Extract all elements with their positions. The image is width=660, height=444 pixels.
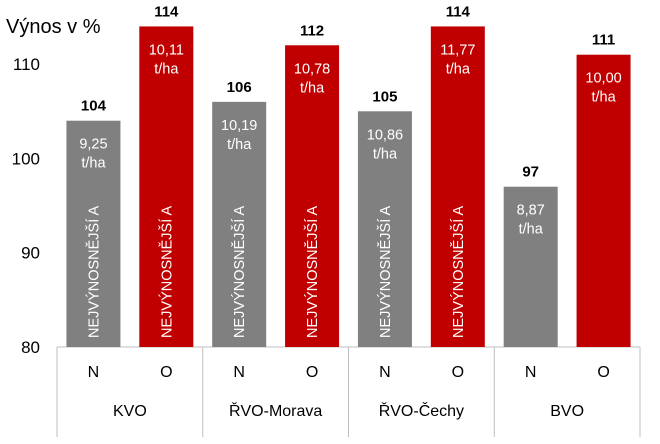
y-tick-label: 100 [12,149,40,168]
x-category-label: N [379,364,391,381]
y-axis-label: Výnos v % [6,16,101,38]
bar-yield-label: 10,86 [367,127,403,143]
bar-vertical-label: NEJVÝNOSNĚJŠÍ A [158,206,175,338]
bar-yield-unit: t/ha [446,61,471,77]
bar-vertical-label: NEJVÝNOSNĚJŠÍ A [450,206,467,338]
x-group-label: ŘVO-Morava [229,401,322,420]
x-category-label: N [88,364,100,381]
bar-yield-unit: t/ha [300,80,325,96]
x-category-label: O [306,364,318,381]
bar-yield-unit: t/ha [227,137,252,153]
bar-value-label: 111 [592,32,615,49]
x-category-label: O [597,364,609,381]
y-tick-label: 80 [21,338,40,357]
bar-vertical-label: NEJVÝNOSNĚJŠÍ A [377,206,394,338]
bar-vertical-label: NEJVÝNOSNĚJŠÍ A [304,206,321,338]
x-category-label: O [452,364,464,381]
bar-value-label: 114 [154,3,179,20]
x-group-label: BVO [550,403,584,420]
x-category-label: N [233,364,245,381]
bar-yield-label: 11,77 [440,42,475,58]
x-category-label: O [160,364,172,381]
bar-yield-label: 10,19 [221,118,257,134]
bar-yield-label: 10,11 [149,42,184,58]
bar-value-label: 106 [227,79,252,96]
bar-vertical-label: NEJVÝNOSNĚJŠÍ A [85,206,102,338]
x-group-label: ŘVO-Čechy [379,401,464,420]
bar-yield-label: 10,78 [294,61,330,77]
bar-yield-unit: t/ha [154,61,179,77]
bar-yield-label: 8,87 [517,203,545,219]
bar-value-label: 105 [372,88,397,105]
bar-yield-label: 10,00 [585,71,621,87]
x-category-label: N [525,364,537,381]
bar-value-label: 104 [81,98,107,115]
bar-yield-unit: t/ha [591,90,616,106]
bar-yield-unit: t/ha [81,156,106,172]
y-tick-label: 90 [21,244,40,263]
bar-yield-label: 9,25 [79,137,107,153]
x-group-label: KVO [113,403,147,420]
y-tick-label: 110 [13,55,40,74]
bar-yield-unit: t/ha [373,146,398,162]
bar-value-label: 114 [446,3,471,20]
bar-value-label: 112 [300,22,324,39]
bar-value-label: 97 [522,164,539,181]
bar-yield-unit: t/ha [519,222,544,238]
bar-vertical-label: NEJVÝNOSNĚJŠÍ A [231,206,248,338]
